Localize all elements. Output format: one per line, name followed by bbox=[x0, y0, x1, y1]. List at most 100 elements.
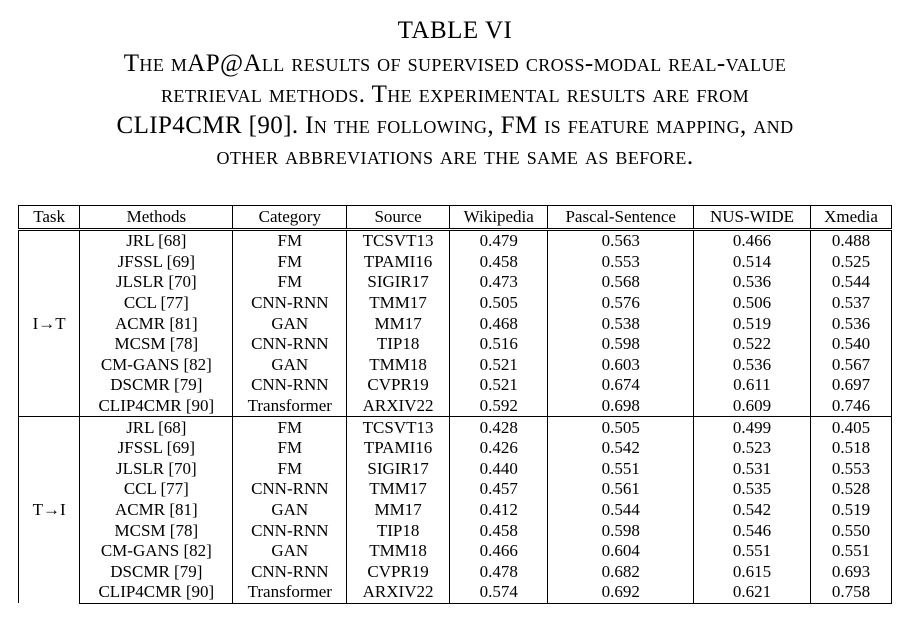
nus-wide-cell: 0.609 bbox=[692, 395, 812, 417]
table-row: JLSLR [70] FM SIGIR17 0.473 0.568 0.536 0.544 bbox=[19, 272, 892, 293]
pascal-sentence-cell: 0.598 bbox=[547, 520, 694, 541]
category-cell: FM bbox=[232, 251, 348, 273]
method-cell: MCSM [78] bbox=[79, 520, 234, 541]
pascal-sentence-cell: 0.604 bbox=[547, 540, 694, 562]
pascal-sentence-cell: 0.603 bbox=[547, 354, 694, 376]
pascal-sentence-cell: 0.505 bbox=[547, 416, 694, 438]
xmedia-cell: 0.551 bbox=[810, 540, 892, 562]
header-wikipedia: Wikipedia bbox=[448, 205, 549, 230]
category-cell: CNN-RNN bbox=[232, 520, 348, 541]
wikipedia-cell: 0.479 bbox=[448, 227, 549, 252]
category-cell: GAN bbox=[232, 499, 348, 521]
table-row: JFSSL [69] FM TPAMI16 0.458 0.553 0.514 0.525 bbox=[19, 251, 892, 273]
xmedia-cell: 0.537 bbox=[810, 292, 892, 314]
pascal-sentence-cell: 0.598 bbox=[547, 333, 694, 355]
xmedia-cell: 0.693 bbox=[810, 561, 892, 583]
table-caption: TABLE VI The mAP@All results of supervis… bbox=[0, 14, 910, 172]
pascal-sentence-cell: 0.568 bbox=[547, 272, 694, 293]
wikipedia-cell: 0.521 bbox=[448, 354, 549, 376]
wikipedia-cell: 0.457 bbox=[448, 479, 549, 500]
pascal-sentence-cell: 0.542 bbox=[547, 437, 694, 459]
wikipedia-cell: 0.468 bbox=[448, 313, 549, 334]
method-cell: CLIP4CMR [90] bbox=[79, 582, 234, 604]
pascal-sentence-cell: 0.692 bbox=[547, 582, 694, 604]
method-cell: JFSSL [69] bbox=[79, 437, 234, 459]
category-cell: GAN bbox=[232, 354, 348, 376]
source-cell: TMM17 bbox=[346, 479, 450, 500]
method-cell: JLSLR [70] bbox=[79, 272, 234, 293]
source-cell: TCSVT13 bbox=[346, 416, 450, 438]
pascal-sentence-cell: 0.674 bbox=[547, 375, 694, 396]
task-group-text-to-image: T→I JRL [68] FM TCSVT13 0.428 0.505 0.499 0.405… bbox=[17, 416, 892, 604]
nus-wide-cell: 0.621 bbox=[692, 582, 812, 604]
source-cell: TPAMI16 bbox=[346, 251, 450, 273]
source-cell: TIP18 bbox=[346, 520, 450, 541]
category-cell: CNN-RNN bbox=[232, 479, 348, 500]
header-xmedia: Xmedia bbox=[810, 205, 892, 230]
header-source: Source bbox=[346, 205, 450, 230]
pascal-sentence-cell: 0.544 bbox=[547, 499, 694, 521]
pascal-sentence-cell: 0.698 bbox=[547, 395, 694, 417]
method-cell: ACMR [81] bbox=[79, 313, 234, 334]
wikipedia-cell: 0.466 bbox=[448, 540, 549, 562]
xmedia-cell: 0.567 bbox=[810, 354, 892, 376]
pascal-sentence-cell: 0.682 bbox=[547, 561, 694, 583]
category-cell: FM bbox=[232, 437, 348, 459]
xmedia-cell: 0.536 bbox=[810, 313, 892, 334]
header-methods: Methods bbox=[79, 205, 234, 230]
header-pascal-sentence: Pascal-Sentence bbox=[547, 205, 694, 230]
category-cell: Transformer bbox=[232, 395, 348, 417]
header-nus-wide: NUS-WIDE bbox=[692, 205, 812, 230]
pascal-sentence-cell: 0.553 bbox=[547, 251, 694, 273]
wikipedia-cell: 0.521 bbox=[448, 375, 549, 396]
caption-line: CLIP4CMR [90]. In the following, FM is f… bbox=[116, 112, 794, 139]
table-number: TABLE VI bbox=[397, 17, 513, 44]
method-cell: JLSLR [70] bbox=[79, 458, 234, 480]
nus-wide-cell: 0.523 bbox=[692, 437, 812, 459]
wikipedia-cell: 0.440 bbox=[448, 458, 549, 480]
pascal-sentence-cell: 0.563 bbox=[547, 227, 694, 252]
wikipedia-cell: 0.574 bbox=[448, 582, 549, 604]
source-cell: MM17 bbox=[346, 313, 450, 334]
method-cell: MCSM [78] bbox=[79, 333, 234, 355]
method-cell: CM-GANS [82] bbox=[79, 540, 234, 562]
caption-line: other abbreviations are the same as befo… bbox=[216, 143, 694, 170]
table-row: T→I JRL [68] FM TCSVT13 0.428 0.505 0.499 0.405 bbox=[17, 416, 892, 604]
source-cell: TIP18 bbox=[346, 333, 450, 355]
xmedia-cell: 0.525 bbox=[810, 251, 892, 273]
method-cell: JRL [68] bbox=[79, 416, 234, 438]
wikipedia-cell: 0.426 bbox=[448, 437, 549, 459]
source-cell: TCSVT13 bbox=[346, 227, 450, 252]
category-cell: FM bbox=[232, 272, 348, 293]
source-cell: TMM18 bbox=[346, 354, 450, 376]
nus-wide-cell: 0.499 bbox=[692, 416, 812, 438]
xmedia-cell: 0.540 bbox=[810, 333, 892, 355]
source-cell: ARXIV22 bbox=[346, 395, 450, 417]
nus-wide-cell: 0.536 bbox=[692, 354, 812, 376]
xmedia-cell: 0.553 bbox=[810, 458, 892, 480]
nus-wide-cell: 0.542 bbox=[692, 499, 812, 521]
source-cell: MM17 bbox=[346, 499, 450, 521]
table-row: MCSM [78] CNN-RNN TIP18 0.458 0.598 0.546 0.55… bbox=[19, 520, 892, 541]
nus-wide-cell: 0.506 bbox=[692, 292, 812, 314]
caption-line: retrieval methods. The experimental resu… bbox=[161, 81, 749, 108]
xmedia-cell: 0.746 bbox=[810, 395, 892, 417]
xmedia-cell: 0.544 bbox=[810, 272, 892, 293]
source-cell: SIGIR17 bbox=[346, 272, 450, 293]
nus-wide-cell: 0.535 bbox=[692, 479, 812, 500]
category-cell: CNN-RNN bbox=[232, 561, 348, 583]
table-row: CM-GANS [82] GAN TMM18 0.521 0.603 0.536 0.567 bbox=[19, 354, 892, 376]
header-category: Category bbox=[232, 205, 348, 230]
source-cell: TPAMI16 bbox=[346, 437, 450, 459]
method-cell: JFSSL [69] bbox=[79, 251, 234, 273]
nus-wide-cell: 0.615 bbox=[692, 561, 812, 583]
xmedia-cell: 0.758 bbox=[810, 582, 892, 604]
wikipedia-cell: 0.412 bbox=[448, 499, 549, 521]
header-task: Task bbox=[17, 205, 81, 230]
category-cell: FM bbox=[232, 416, 348, 438]
source-cell: TMM17 bbox=[346, 292, 450, 314]
wikipedia-cell: 0.473 bbox=[448, 272, 549, 293]
xmedia-cell: 0.528 bbox=[810, 479, 892, 500]
nus-wide-cell: 0.522 bbox=[692, 333, 812, 355]
method-cell: CLIP4CMR [90] bbox=[79, 395, 234, 417]
